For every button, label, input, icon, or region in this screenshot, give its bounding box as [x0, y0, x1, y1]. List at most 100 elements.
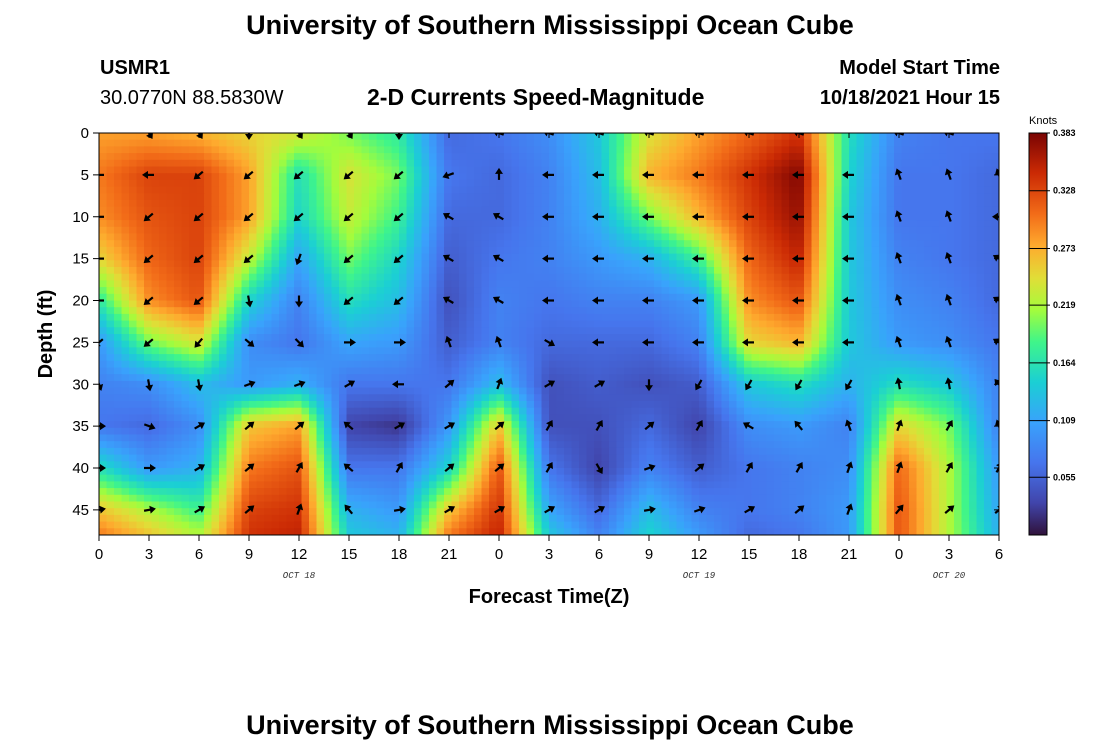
heat-cell — [601, 327, 610, 335]
heat-cell — [774, 300, 783, 308]
heat-cell — [496, 253, 505, 261]
heat-cell — [556, 253, 565, 261]
heat-cell — [144, 226, 153, 235]
heat-cell — [774, 380, 783, 389]
heat-cell — [451, 327, 460, 335]
heat-cell — [834, 220, 843, 228]
heat-cell — [954, 260, 963, 268]
heat-cell — [901, 340, 910, 348]
heat-cell — [886, 360, 895, 369]
heat-cell — [646, 300, 655, 308]
heat-cell — [474, 313, 483, 322]
heat-cell — [264, 206, 273, 214]
heat-cell — [294, 186, 303, 194]
heat-cell — [714, 327, 723, 335]
heat-cell — [414, 287, 423, 295]
heat-cell — [286, 146, 295, 154]
heat-cell — [939, 401, 948, 409]
heat-cell — [99, 320, 108, 328]
heat-cell — [421, 193, 430, 201]
heat-cell — [826, 347, 835, 355]
heat-cell — [541, 374, 550, 382]
heat-cell — [541, 240, 550, 248]
heat-cell — [414, 246, 423, 255]
heat-cell — [189, 206, 198, 214]
heat-cell — [714, 360, 723, 369]
heat-cell — [421, 407, 430, 415]
heat-cell — [871, 186, 880, 194]
heat-cell — [459, 193, 468, 201]
heat-cell — [136, 367, 145, 375]
heat-cell — [729, 206, 738, 214]
heat-cell — [204, 401, 213, 409]
heat-cell — [429, 401, 438, 409]
heat-cell — [954, 293, 963, 302]
heat-cell — [901, 267, 910, 275]
heat-cell — [684, 354, 693, 362]
heat-cell — [886, 401, 895, 409]
heat-cell — [256, 233, 265, 241]
heat-cell — [421, 226, 430, 235]
heat-cell — [421, 233, 430, 241]
heat-cell — [984, 327, 993, 335]
heat-cell — [241, 246, 250, 255]
heat-cell — [931, 334, 940, 342]
heat-cell — [399, 401, 408, 409]
heat-cell — [309, 394, 318, 402]
heat-cell — [564, 146, 573, 154]
heat-cell — [631, 193, 640, 201]
heat-cell — [909, 394, 918, 402]
heat-cell — [331, 401, 340, 409]
heat-cell — [601, 146, 610, 154]
heat-cell — [631, 220, 640, 228]
heat-cell — [226, 287, 235, 295]
heat-cell — [496, 193, 505, 201]
heat-cell — [181, 193, 190, 201]
heat-cell — [249, 267, 258, 275]
heat-cell — [864, 179, 873, 188]
heat-cell — [376, 327, 385, 335]
heat-cell — [774, 387, 783, 395]
heat-cell — [976, 347, 985, 355]
heat-cell — [654, 206, 663, 214]
heat-cell — [781, 146, 790, 154]
heat-cell — [939, 293, 948, 302]
heat-cell — [241, 360, 250, 369]
heat-cell — [436, 401, 445, 409]
heat-cell — [256, 273, 265, 281]
heat-cell — [639, 313, 648, 322]
heat-cell — [909, 146, 918, 154]
heat-cell — [421, 213, 430, 221]
heat-cell — [166, 166, 175, 174]
heat-cell — [796, 387, 805, 395]
heat-cell — [901, 139, 910, 147]
heat-cell — [909, 186, 918, 194]
heat-cell — [219, 394, 228, 402]
heat-cell — [369, 300, 378, 308]
heat-cell — [549, 200, 558, 208]
heat-cell — [684, 153, 693, 161]
heat-cell — [196, 159, 205, 168]
heat-cell — [601, 307, 610, 315]
heat-cell — [669, 233, 678, 241]
heat-cell — [166, 206, 175, 214]
heat-cell — [729, 394, 738, 402]
heat-cell — [579, 307, 588, 315]
heat-cell — [534, 347, 543, 355]
heat-cell — [114, 300, 123, 308]
heat-cell — [421, 307, 430, 315]
heat-cell — [211, 146, 220, 154]
heat-cell — [751, 166, 760, 174]
heat-cell — [894, 347, 903, 355]
heat-cell — [766, 320, 775, 328]
heat-cell — [414, 340, 423, 348]
heat-cell — [751, 374, 760, 382]
heat-cell — [594, 179, 603, 188]
heat-cell — [444, 267, 453, 275]
heat-cell — [301, 387, 310, 395]
heat-cell — [864, 367, 873, 375]
heat-cell — [706, 260, 715, 268]
heat-cell — [946, 200, 955, 208]
heat-cell — [579, 334, 588, 342]
heat-cell — [849, 273, 858, 281]
